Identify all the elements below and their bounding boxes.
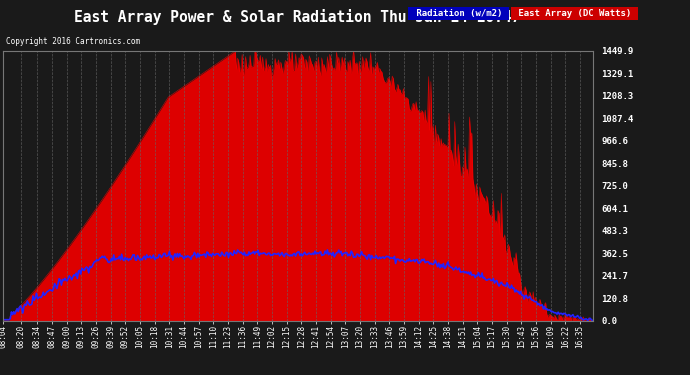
Text: East Array (DC Watts): East Array (DC Watts): [513, 9, 636, 18]
Text: Copyright 2016 Cartronics.com: Copyright 2016 Cartronics.com: [6, 38, 139, 46]
Text: East Array Power & Solar Radiation Thu Jan 14 16:47: East Array Power & Solar Radiation Thu J…: [74, 9, 520, 26]
Text: Radiation (w/m2): Radiation (w/m2): [411, 9, 507, 18]
